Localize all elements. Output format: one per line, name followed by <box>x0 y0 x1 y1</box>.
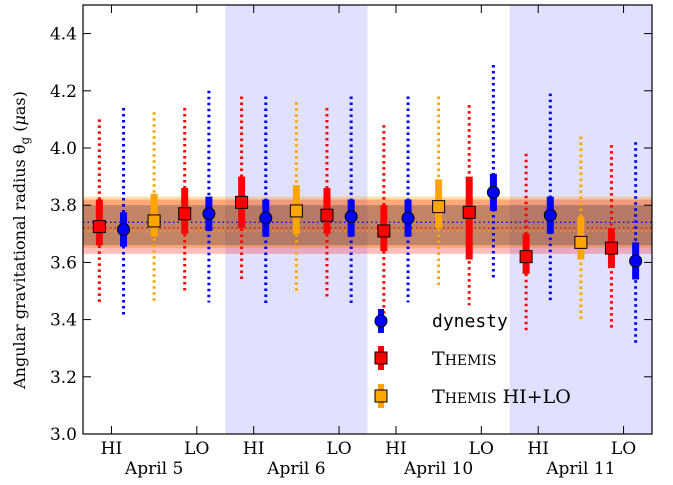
y-tick-label-6: 4.2 <box>50 82 77 102</box>
legend-dynesty-label: dynesty <box>432 311 508 332</box>
y-tick-label-2: 3.4 <box>50 311 77 331</box>
dynesty-point-3 <box>344 210 358 224</box>
y-axis-label-main: Angular gravitational radius θ <box>10 145 29 390</box>
legend: dynesty THEMIS THEMIS HI+LO <box>374 309 571 408</box>
x-sublabel-2-1: LO <box>469 439 494 459</box>
dynesty-point-2 <box>259 211 273 225</box>
legend-themis-marker <box>374 351 388 365</box>
y-tick-label-1: 3.2 <box>50 368 77 388</box>
legend-themis-hilo-rest: HI+LO <box>497 386 571 408</box>
themis-point-0 <box>92 220 106 234</box>
themis-point-2 <box>235 195 249 209</box>
themis-point-3 <box>320 208 334 222</box>
posterior-bands-layer <box>83 196 652 254</box>
legend-themis-cap: T <box>432 348 445 370</box>
legend-themis-hilo-cap: T <box>432 386 445 408</box>
x-sublabel-1-1: LO <box>326 439 351 459</box>
x-group-label-0: April 5 <box>124 459 183 479</box>
plot-frame <box>82 4 653 435</box>
reference-lines-layer <box>83 221 652 232</box>
themis-point-7 <box>604 241 618 255</box>
y-axis-label-unit-mu: μ <box>10 115 29 125</box>
legend-themis-smallcaps: HEMIS <box>445 353 497 369</box>
y-axis-label-sub: g <box>18 137 32 145</box>
themis-point-5 <box>462 205 476 219</box>
x-sublabel-0-0: HI <box>101 439 123 459</box>
x-group-label-2: April 10 <box>403 459 473 479</box>
legend-themis-hilo-smallcaps: HEMIS <box>445 391 497 407</box>
y-axis-label: Angular gravitational radius θg (μas) <box>10 91 32 390</box>
x-group-label-1: April 6 <box>266 459 325 479</box>
band-2 <box>83 205 652 246</box>
legend-entry-themis: THEMIS <box>374 346 497 370</box>
dynesty-point-0 <box>117 223 131 237</box>
legend-entry-themis-hilo: THEMIS HI+LO <box>374 384 571 408</box>
legend-themis-hilo-marker <box>374 389 388 403</box>
y-axis-label-unit-close: as) <box>10 91 29 115</box>
x-sublabel-0-1: LO <box>184 439 209 459</box>
themis-point-4 <box>377 224 391 238</box>
y-tick-label-5: 4.0 <box>50 139 77 159</box>
legend-entry-dynesty: dynesty <box>374 309 508 333</box>
themis-hi-lo-point-0 <box>147 214 161 228</box>
x-sublabel-3-0: HI <box>527 439 549 459</box>
y-tick-label-3: 3.6 <box>50 253 77 273</box>
themis-point-6 <box>519 250 533 264</box>
y-axis-label-unit-open: ( <box>10 126 29 137</box>
y-tick-label-7: 4.4 <box>50 25 77 45</box>
y-tick-label-4: 3.8 <box>50 196 77 216</box>
themis-hi-lo-point-1 <box>289 204 303 218</box>
legend-themis-label: THEMIS <box>432 348 497 370</box>
dynesty-point-6 <box>543 208 557 222</box>
band-1 <box>83 199 652 254</box>
x-group-label-3: April 11 <box>545 459 615 479</box>
dynesty-point-4 <box>401 211 415 225</box>
x-sublabel-2-0: HI <box>385 439 407 459</box>
dynesty-point-7 <box>629 254 643 268</box>
themis-hi-lo-point-2 <box>432 200 446 214</box>
themis-point-1 <box>178 207 192 221</box>
series-layer <box>92 65 643 346</box>
legend-themis-hilo-label: THEMIS HI+LO <box>432 386 571 408</box>
dynesty-point-5 <box>486 185 500 199</box>
x-sublabel-1-0: HI <box>243 439 265 459</box>
x-sublabel-3-1: LO <box>611 439 636 459</box>
legend-dynesty-marker <box>374 314 388 328</box>
themis-hi-lo-point-3 <box>574 235 588 249</box>
y-tick-label-0: 3.0 <box>50 425 77 445</box>
dynesty-point-1 <box>202 207 216 221</box>
